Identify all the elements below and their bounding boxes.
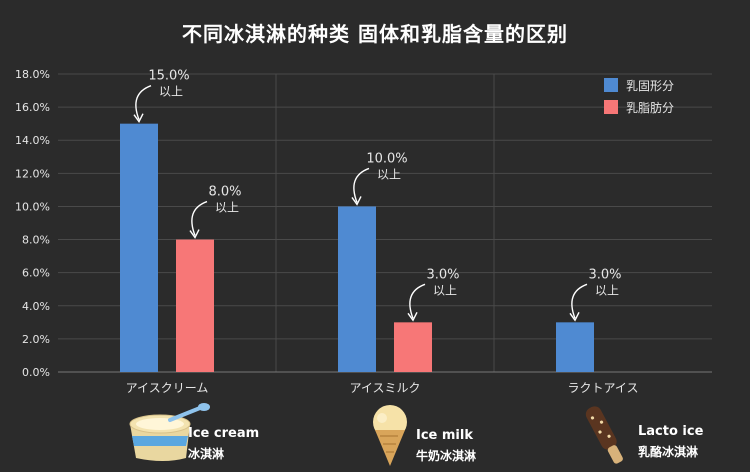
annotation-arrow	[571, 283, 588, 319]
y-tick-label: 2.0%	[22, 333, 50, 346]
bottom-label-en: Lacto ice	[638, 424, 704, 439]
annotation-arrow	[191, 200, 208, 236]
bottom-label-en: Ice milk	[416, 428, 473, 443]
data-label-suffix: 以上	[377, 167, 401, 181]
data-label-suffix: 以上	[215, 201, 239, 215]
annotation-arrowhead	[133, 113, 144, 124]
annotation-arrowhead	[407, 312, 418, 322]
bar	[120, 123, 158, 373]
legend-swatch	[604, 100, 618, 114]
legend-label: 乳脂肪分	[626, 100, 674, 115]
annotation-arrowhead	[351, 196, 362, 206]
bottom-label-cn: 牛奶冰淇淋	[416, 449, 477, 463]
x-tick-label: アイスミルク	[349, 381, 420, 395]
y-tick-label: 6.0%	[22, 267, 50, 280]
y-tick-label: 4.0%	[22, 300, 50, 313]
annotation-arrowhead	[569, 312, 580, 322]
ice-cream-cup-icon	[124, 402, 214, 468]
ice-cream-cone-icon	[368, 402, 412, 472]
legend-label: 乳固形分	[626, 79, 674, 93]
data-label: 10.0%	[366, 151, 407, 166]
bottom-label-cn: 乳酪冰淇淋	[638, 445, 699, 459]
y-tick-label: 10.0%	[15, 200, 50, 213]
data-label: 15.0%	[148, 69, 189, 84]
data-label-suffix: 以上	[433, 283, 457, 297]
legend-swatch	[604, 78, 618, 92]
data-label-suffix: 以上	[159, 85, 183, 99]
annotation-arrow	[409, 283, 426, 319]
data-label: 3.0%	[426, 267, 459, 282]
bar	[176, 239, 214, 372]
ice-pop-bar-icon	[580, 402, 630, 472]
y-tick-label: 16.0%	[15, 101, 50, 114]
y-tick-label: 18.0%	[15, 68, 50, 81]
annotation-arrowhead	[189, 229, 200, 239]
chart-title: 不同冰淇淋的种类 固体和乳脂含量的区别	[182, 22, 568, 46]
bottom-label-ice-cream: Ice cream 冰淇淋	[188, 424, 259, 464]
bottom-label-cn: 冰淇淋	[188, 447, 225, 461]
bar	[556, 322, 594, 372]
x-tick-label: アイスクリーム	[126, 381, 209, 395]
annotation-arrow	[135, 85, 152, 120]
bottom-label-ice-milk: Ice milk 牛奶冰淇淋	[416, 426, 476, 466]
y-tick-label: 0.0%	[22, 366, 50, 379]
bar	[394, 322, 432, 372]
data-label-suffix: 以上	[595, 283, 619, 297]
y-tick-label: 14.0%	[15, 134, 50, 147]
bottom-label-lacto-ice: Lacto ice 乳酪冰淇淋	[638, 422, 703, 462]
data-label: 3.0%	[588, 267, 621, 282]
y-tick-label: 12.0%	[15, 167, 50, 180]
y-tick-label: 8.0%	[22, 234, 50, 247]
data-label: 8.0%	[208, 185, 241, 200]
x-tick-label: ラクトアイス	[567, 381, 638, 395]
bottom-label-en: Ice cream	[188, 426, 260, 441]
bar	[338, 206, 376, 372]
annotation-arrow	[353, 167, 370, 203]
